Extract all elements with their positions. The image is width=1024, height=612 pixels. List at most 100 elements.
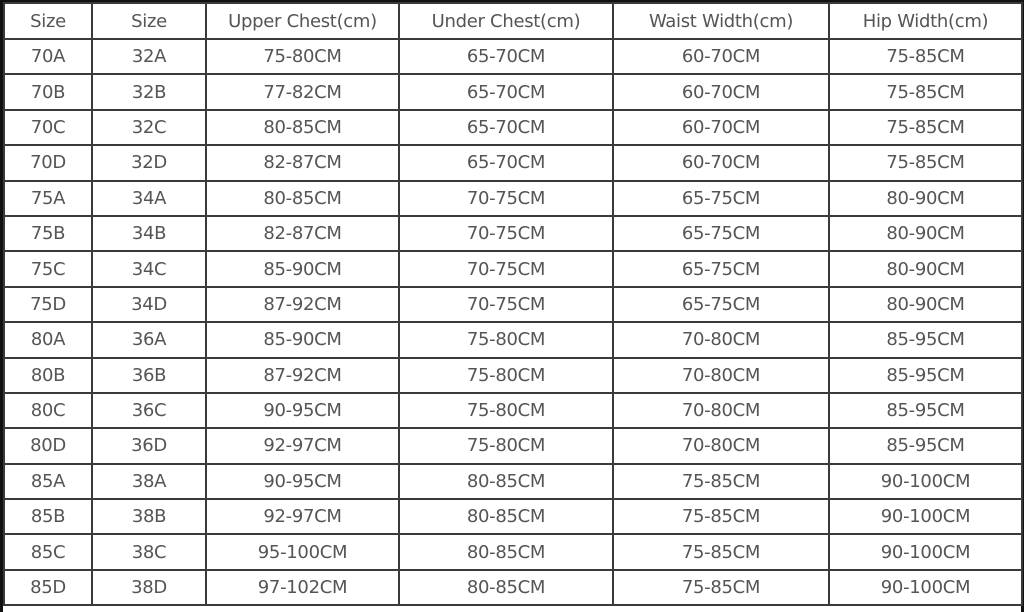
table-cell: 65-75CM [612, 285, 830, 324]
table-row: 70B 32B 77-82CM 65-70CM 60-70CM 75-85CM [3, 73, 1023, 111]
table-cell: 85C [3, 533, 93, 571]
table-cell: 82-87CM [205, 144, 400, 182]
table-cell: 75B [3, 214, 93, 253]
column-header: Waist Width(cm) [612, 2, 830, 40]
table-cell: 85A [3, 462, 93, 501]
table-row: 85C 38C 95-100CM 80-85CM 75-85CM 90-100CM [3, 533, 1023, 571]
table-cell: 82-87CM [205, 214, 400, 253]
table-cell: 38B [91, 498, 207, 536]
table-cell: 85-90CM [205, 250, 400, 288]
table-cell: 80-85CM [398, 533, 614, 571]
table-cell: 80-85CM [205, 108, 400, 147]
table-row: 75C 34C 85-90CM 70-75CM 65-75CM 80-90CM [3, 250, 1023, 288]
table-row: 80B 36B 87-92CM 75-80CM 70-80CM 85-95CM [3, 356, 1023, 394]
size-chart: Size Size Upper Chest(cm) Under Chest(cm) Wa… [3, 2, 1023, 612]
table-cell: 70C [3, 108, 93, 147]
table-cell: 70-75CM [398, 214, 614, 253]
table-cell: 65-75CM [612, 250, 830, 288]
column-header: Size [91, 2, 207, 40]
table-cell: 85-95CM [828, 356, 1023, 394]
column-header: Under Chest(cm) [398, 2, 614, 40]
table-row: 80C 36C 90-95CM 75-80CM 70-80CM 85-95CM [3, 391, 1023, 430]
table-cell: 32C [91, 108, 207, 147]
table-cell: 75-85CM [612, 462, 830, 501]
table-cell: 65-70CM [398, 73, 614, 111]
header-row: Size Size Upper Chest(cm) Under Chest(cm) Wa… [3, 2, 1023, 40]
table-cell: 87-92CM [205, 285, 400, 324]
table-cell: 38D [91, 568, 207, 607]
table-cell: 36C [91, 391, 207, 430]
table-cell: 36D [91, 427, 207, 465]
table-row: 85B 38B 92-97CM 80-85CM 75-85CM 90-100CM [3, 498, 1023, 536]
table-cell: 85-90CM [205, 321, 400, 359]
table-cell: 34A [91, 179, 207, 217]
table-row: 70A 32A 75-80CM 65-70CM 60-70CM 75-85CM [3, 37, 1023, 76]
table-cell: 75-85CM [612, 498, 830, 536]
table-cell: 80-90CM [828, 179, 1023, 217]
table-cell: 75-80CM [398, 427, 614, 465]
table-cell: 32D [91, 144, 207, 182]
table-cell: 38A [91, 462, 207, 501]
table-cell: 34B [91, 214, 207, 253]
table-row: 75A 34A 80-85CM 70-75CM 65-75CM 80-90CM [3, 179, 1023, 217]
table-cell: 92-97CM [205, 498, 400, 536]
table-cell: 32B [91, 73, 207, 111]
table-cell: 65-70CM [398, 37, 614, 76]
table-cell: 75-80CM [398, 321, 614, 359]
table-cell: 85D [3, 568, 93, 607]
table-cell: 70-75CM [398, 179, 614, 217]
table-cell: 34D [91, 285, 207, 324]
table-cell: 80-85CM [205, 179, 400, 217]
table-cell: 60-70CM [612, 37, 830, 76]
table-cell: 77-82CM [205, 73, 400, 111]
table-cell: 75-80CM [205, 37, 400, 76]
table-cell: 70A [3, 37, 93, 76]
table-cell: 75-80CM [398, 356, 614, 394]
table-cell: 75-85CM [828, 37, 1023, 76]
table-cell: 70-80CM [612, 427, 830, 465]
table-cell: 34C [91, 250, 207, 288]
table-cell: 90-100CM [828, 462, 1023, 501]
table-cell: 80-90CM [828, 250, 1023, 288]
table-row: 75B 34B 82-87CM 70-75CM 65-75CM 80-90CM [3, 214, 1023, 253]
table-cell: 80B [3, 356, 93, 394]
column-header: Hip Width(cm) [828, 2, 1023, 40]
table-cell: 90-100CM [828, 568, 1023, 607]
table-cell: 80-85CM [398, 498, 614, 536]
table-cell: 80D [3, 427, 93, 465]
table-cell: 65-75CM [612, 214, 830, 253]
table-cell: 75C [3, 250, 93, 288]
table-row: 75D 34D 87-92CM 70-75CM 65-75CM 80-90CM [3, 285, 1023, 324]
table-cell: 85-95CM [828, 321, 1023, 359]
table-cell: 60-70CM [612, 108, 830, 147]
table-cell: 75-85CM [612, 568, 830, 607]
table-cell: 60-70CM [612, 144, 830, 182]
table-cell: 70-75CM [398, 250, 614, 288]
table-cell: 80-90CM [828, 285, 1023, 324]
table-cell: 70B [3, 73, 93, 111]
table-cell: 87-92CM [205, 356, 400, 394]
table-cell: 85B [3, 498, 93, 536]
table-cell: 70D [3, 144, 93, 182]
table-cell: 70-80CM [612, 391, 830, 430]
table-cell: 65-70CM [398, 144, 614, 182]
table-row: 85A 38A 90-95CM 80-85CM 75-85CM 90-100CM [3, 462, 1023, 501]
table-cell: 80C [3, 391, 93, 430]
table-cell: 38C [91, 533, 207, 571]
column-header: Size [3, 2, 93, 40]
column-header: Upper Chest(cm) [205, 2, 400, 40]
table-cell: 36B [91, 356, 207, 394]
table-cell: 95-100CM [205, 533, 400, 571]
table-cell: 75-85CM [828, 144, 1023, 182]
table-cell: 80A [3, 321, 93, 359]
table-cell: 75-85CM [612, 533, 830, 571]
table-cell: 65-70CM [398, 108, 614, 147]
table-row: 80D 36D 92-97CM 75-80CM 70-80CM 85-95CM [3, 427, 1023, 465]
table-cell: 90-100CM [828, 533, 1023, 571]
table-row: 70D 32D 82-87CM 65-70CM 60-70CM 75-85CM [3, 144, 1023, 182]
table-cell: 32A [91, 37, 207, 76]
table-cell: 70-80CM [612, 356, 830, 394]
table-row: 80A 36A 85-90CM 75-80CM 70-80CM 85-95CM [3, 321, 1023, 359]
size-table: Size Size Upper Chest(cm) Under Chest(cm) Wa… [3, 2, 1023, 607]
table-cell: 85-95CM [828, 427, 1023, 465]
